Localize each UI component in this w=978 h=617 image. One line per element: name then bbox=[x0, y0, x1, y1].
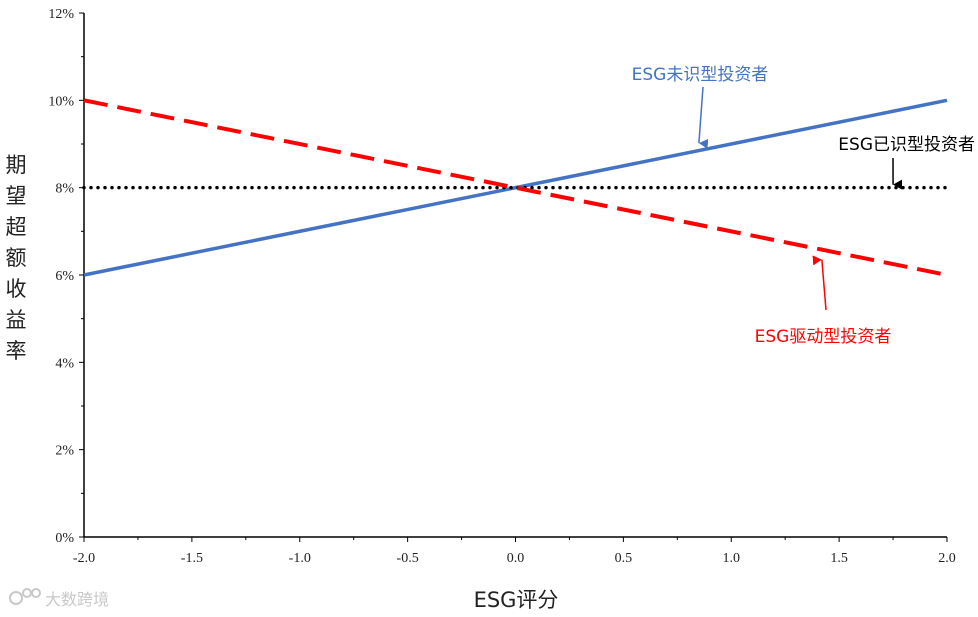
watermark-text: 大数跨境 bbox=[45, 590, 109, 609]
x-tick-label: 2.0 bbox=[938, 551, 956, 566]
y-tick-label: 2% bbox=[55, 444, 74, 459]
y-tick-label: 10% bbox=[48, 94, 74, 109]
x-tick-label: -1.5 bbox=[181, 551, 203, 566]
annotation-arrow bbox=[812, 255, 827, 311]
x-tick-label: 0.5 bbox=[615, 551, 633, 566]
annotation-label: ESG驱动型投资者 bbox=[755, 327, 892, 347]
axes bbox=[83, 13, 947, 538]
series bbox=[82, 98, 949, 277]
annotation-label: ESG未识型投资者 bbox=[632, 65, 769, 85]
y-tick-label: 6% bbox=[55, 269, 74, 284]
x-tick-label: 1.5 bbox=[830, 551, 848, 566]
x-axis-title: ESG评分 bbox=[474, 588, 559, 612]
series-line-solid bbox=[83, 98, 948, 277]
watermark-logo-icon bbox=[9, 588, 41, 605]
x-tick-label: -0.5 bbox=[397, 551, 419, 566]
x-tick-label: -1.0 bbox=[289, 551, 311, 566]
annotations: ESG未识型投资者 ESG已识型投资者 ESG驱动型投资者 bbox=[632, 65, 975, 347]
y-axis-title: 期望超额收益率 bbox=[6, 153, 27, 363]
x-tick-label: 1.0 bbox=[723, 551, 741, 566]
ticks: -2.0 -1.5 -1.0 -0.5 0.0 0.5 1.0 1.5 2.0 0% 2% 4% 6% 8… bbox=[48, 7, 955, 566]
y-tick-label: 8% bbox=[55, 182, 74, 197]
y-tick-label: 0% bbox=[55, 531, 74, 546]
annotation-arrow bbox=[698, 86, 709, 149]
y-tick-label: 4% bbox=[55, 356, 74, 371]
x-tick-label: 0.0 bbox=[507, 551, 525, 566]
series-line-dashed bbox=[83, 98, 948, 277]
watermark: 大数跨境 bbox=[9, 588, 109, 609]
x-tick-label: -2.0 bbox=[73, 551, 95, 566]
y-tick-label: 12% bbox=[48, 7, 74, 22]
annotation-label: ESG已识型投资者 bbox=[838, 135, 975, 155]
